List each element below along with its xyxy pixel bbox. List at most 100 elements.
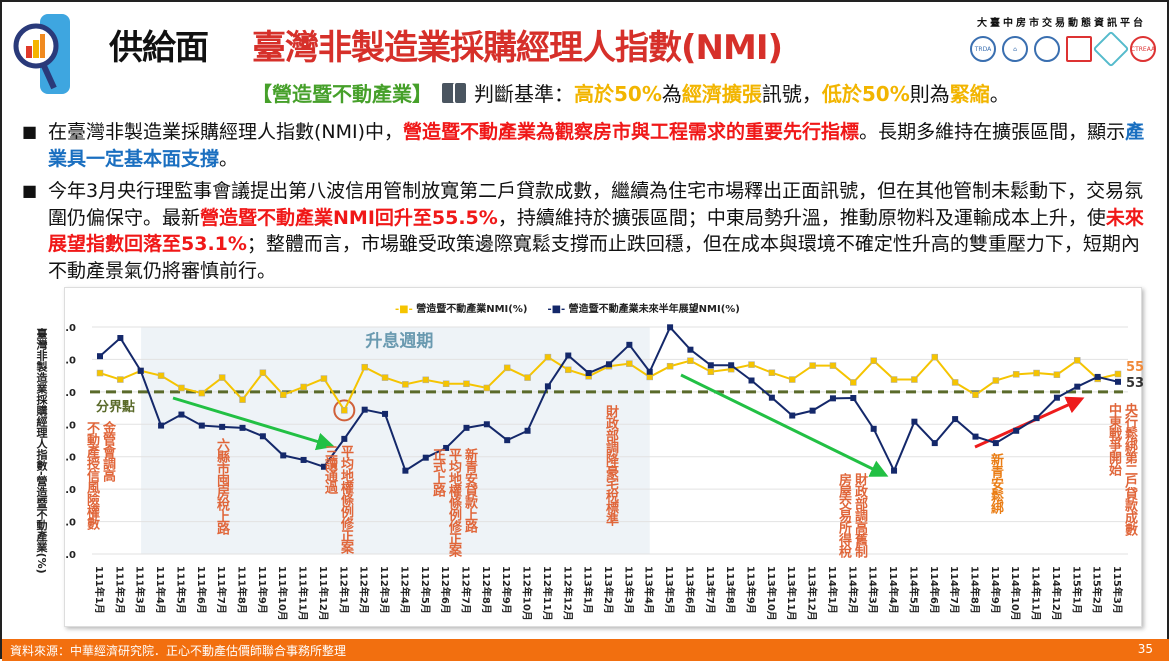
x-tick-label: 114年11月 [1030, 566, 1043, 621]
policy-annotation: 財政部調高舊制 房屋交易所得稅 [835, 473, 867, 557]
legend-marker-navy-icon: -■- [547, 304, 566, 315]
paragraph-text: 在臺灣非製造業採購經理人指數(NMI)中， [48, 121, 404, 143]
data-point [1094, 373, 1101, 380]
annotation-line: 央行鬆綁第二戶貸款成數 [1122, 403, 1137, 535]
data-point [402, 467, 409, 474]
data-point [1053, 371, 1061, 378]
bullet-square-icon: ■ [22, 181, 38, 200]
data-point [463, 380, 470, 387]
criteria-text: 低於50% [821, 82, 910, 106]
x-tick-label: 111年4月 [154, 566, 167, 614]
data-point [422, 376, 430, 384]
data-point [381, 374, 389, 381]
data-point [829, 395, 836, 402]
section-label: 供給面 [109, 28, 209, 68]
partner-logos: TRDA ⌂ CTREAA [970, 30, 1156, 68]
data-point [341, 435, 348, 442]
y-tick-label: 40.0 [65, 420, 76, 431]
data-point [748, 377, 755, 384]
data-point [279, 391, 287, 399]
data-point [789, 412, 796, 419]
x-tick-label: 111年9月 [256, 566, 269, 614]
annotation-line: 平均地權條例修正案 [446, 448, 461, 556]
data-point [443, 444, 450, 451]
end-value-label: 55.5 [1126, 360, 1143, 375]
paragraph-text: ；整體而言，市場雖受政策邊際寬鬆支撐而止跌回穩，但在成本與環境不確定性升高的雙重… [48, 233, 1140, 282]
data-point [931, 440, 938, 447]
bullet-paragraph: ■ 在臺灣非製造業採購經理人指數(NMI)中，營造暨不動產業為觀察房市與工程需求的… [18, 119, 1158, 172]
data-point [748, 361, 755, 368]
x-tick-label: 111年12月 [317, 566, 330, 621]
data-point [300, 456, 307, 463]
highlight-text: 產業具一定基本面支撐 [48, 121, 1145, 170]
legend-label: 營造暨不動產業未來半年展望NMI(%) [568, 304, 740, 315]
data-point [1033, 369, 1040, 377]
data-point [585, 370, 592, 377]
data-point [606, 361, 612, 368]
data-point [117, 335, 124, 342]
x-tick-label: 112年12月 [561, 566, 574, 621]
paragraph-text: 。 [219, 147, 239, 170]
data-point [1012, 371, 1020, 378]
data-point [768, 394, 775, 401]
x-tick-label: 114年3月 [867, 566, 880, 614]
policy-annotation: 央行鬆綁第二戶貸款成數 中東戰爭開始 [1105, 403, 1137, 535]
data-point [239, 396, 246, 403]
x-tick-label: 113年12月 [806, 566, 819, 621]
data-point [137, 367, 144, 374]
data-point [1053, 394, 1060, 401]
data-point [157, 372, 165, 379]
policy-annotation: 新青安貸款上路 平均地權條例修正案 正式上路 [429, 448, 477, 556]
legend-label: 營造暨不動產業NMI(%) [416, 304, 528, 315]
criteria-label: 判斷基準： [474, 82, 574, 106]
annotation-line: 財政部調高舊制 [852, 473, 867, 557]
data-point [809, 407, 816, 414]
x-tick-label: 114年8月 [968, 566, 981, 614]
data-point [931, 353, 939, 361]
x-tick-label: 113年9月 [745, 566, 758, 614]
data-point [911, 376, 918, 383]
policy-annotation: 財政部調降豪宅稅標準 [602, 405, 618, 525]
x-tick-label: 111年10月 [276, 566, 289, 621]
x-tick-label: 112年6月 [439, 566, 452, 614]
data-point [300, 383, 307, 391]
data-point [259, 433, 266, 440]
data-point [1074, 357, 1081, 364]
data-point [687, 357, 694, 364]
criteria-text: 高於50% [574, 82, 662, 106]
x-tick-label: 113年3月 [622, 566, 635, 614]
data-point [768, 369, 776, 376]
data-point [870, 425, 877, 432]
x-tick-label: 115年3月 [1111, 566, 1124, 614]
data-point [992, 377, 1000, 384]
downtrend-arrow-icon [680, 373, 889, 477]
nmi-line-chart: 升息週期 0.0 10.0 20.0 30.0 40.0 50.0 60.0 70.0 分界點 11… [35, 287, 1143, 627]
x-tick-label: 113年5月 [663, 566, 676, 614]
data-point [361, 363, 368, 371]
data-point [259, 369, 267, 376]
data-point [524, 374, 531, 381]
data-point [850, 379, 857, 386]
data-point [422, 454, 429, 461]
data-point [96, 369, 104, 377]
x-tick-label: 114年9月 [989, 566, 1002, 614]
partner-logo-emblem [1034, 36, 1060, 62]
x-tick-label: 112年8月 [480, 566, 493, 614]
data-point [667, 324, 674, 331]
criteria-text: 為 [661, 82, 682, 106]
data-point [911, 418, 918, 425]
partner-logo-zhong [1066, 36, 1092, 62]
data-point [891, 467, 898, 474]
criteria-text: 則為 [909, 82, 950, 106]
data-point [320, 375, 328, 382]
legend-item-nmi: -■- 營造暨不動產業NMI(%) [395, 300, 527, 315]
policy-annotation: 六縣市囤房稅上路 [213, 438, 229, 534]
x-tick-label: 111年11月 [297, 566, 310, 621]
partner-logo-house: ⌂ [1002, 36, 1028, 62]
data-point [687, 346, 694, 353]
book-icon [442, 82, 466, 103]
y-tick-label: 10.0 [65, 518, 76, 529]
data-point [463, 424, 470, 431]
data-point [504, 437, 511, 444]
partner-logo-ctreaa: CTREAA [1130, 36, 1156, 62]
